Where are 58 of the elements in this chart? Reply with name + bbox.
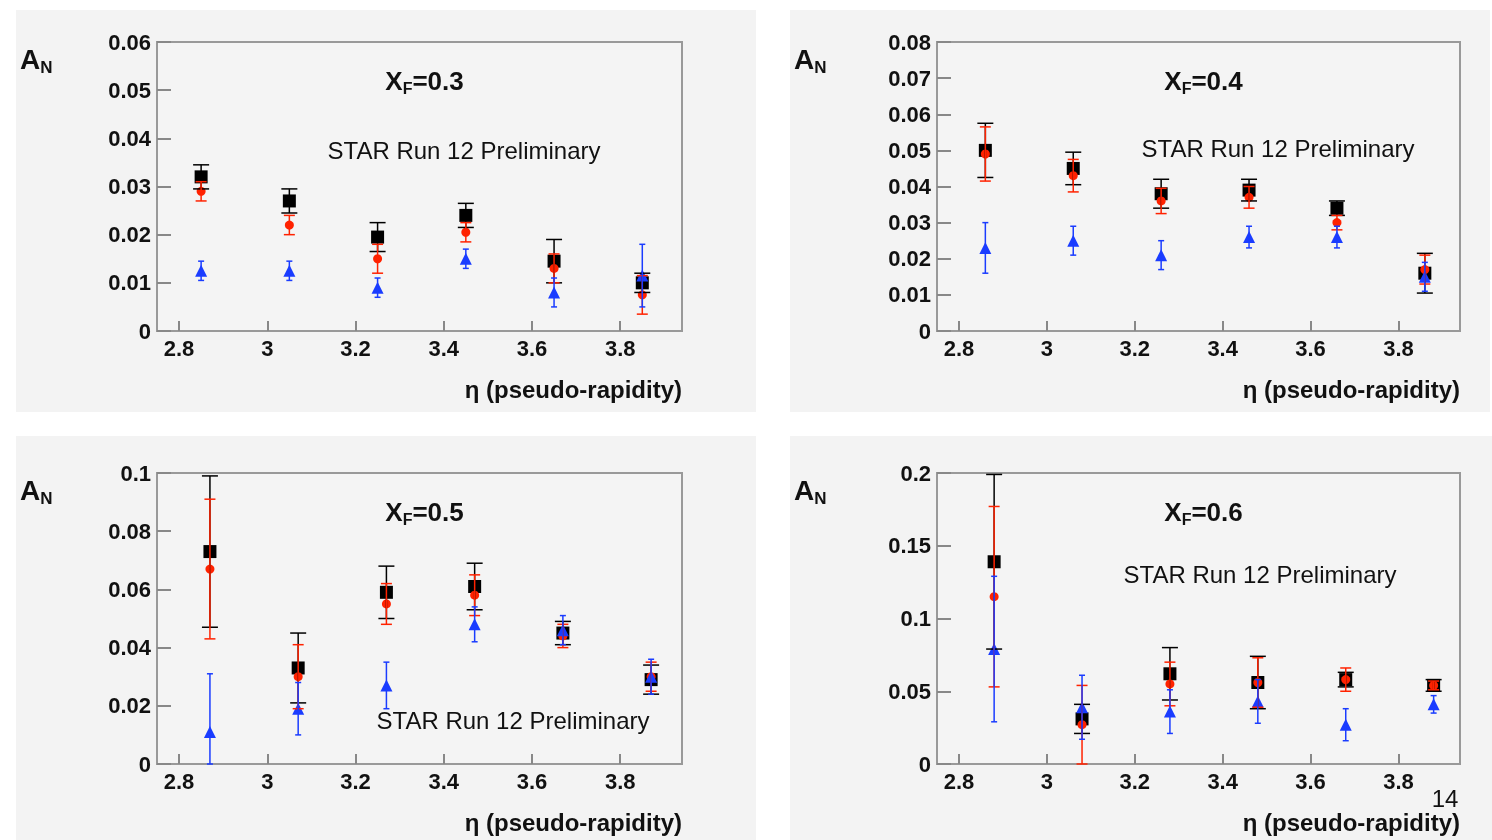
x-tick-label: 3.8: [1383, 768, 1414, 794]
x-tick-label: 3.8: [604, 335, 636, 361]
x-tick-label: 2.8: [163, 335, 195, 361]
y-tick-label: 0.05: [108, 77, 151, 103]
y-tick-label: 0.03: [108, 174, 151, 199]
x-tick-label: 3.8: [1383, 335, 1414, 361]
y-tick-label: 0: [138, 751, 151, 777]
annotation: STAR Run 12 Preliminary: [376, 706, 650, 734]
x-tick-label: 3.8: [604, 768, 636, 794]
x-axis-title: η (pseudo-rapidity): [464, 375, 682, 403]
x-tick-label: 3.4: [428, 768, 460, 794]
annotation: STAR Run 12 Preliminary: [1123, 560, 1397, 588]
x-tick-label: 3.6: [1295, 335, 1326, 361]
y-tick-label: 0: [138, 318, 151, 344]
y-tick-label: 0.06: [108, 576, 151, 602]
x-tick-label: 2.8: [163, 768, 195, 794]
y-tick-label: 0.1: [120, 460, 151, 486]
y-tick-label: 0.06: [888, 101, 931, 127]
x-tick-label: 2.8: [943, 768, 975, 794]
y-tick-label: 0.04: [108, 635, 152, 661]
y-tick-label: 0.02: [888, 246, 931, 272]
y-tick-label: 0.05: [888, 678, 931, 704]
x-tick-label: 3: [1040, 768, 1053, 794]
x-tick-label: 3.6: [516, 768, 548, 794]
y-tick-label: 0: [918, 751, 931, 777]
x-tick-label: 3.2: [340, 768, 371, 794]
y-tick-label: 0.07: [888, 65, 931, 91]
y-tick-label: 0.02: [108, 693, 151, 719]
annotation: STAR Run 12 Preliminary: [327, 136, 601, 164]
x-axis-title: η (pseudo-rapidity): [464, 808, 682, 836]
y-tick-label: 0.04: [108, 125, 152, 151]
y-tick-label: 0.01: [888, 282, 931, 308]
y-tick-label: 0.03: [888, 210, 931, 236]
x-tick-label: 3: [261, 768, 274, 794]
annotation: STAR Run 12 Preliminary: [1141, 134, 1415, 162]
x-tick-label: 3: [1040, 335, 1053, 361]
x-tick-label: 3.2: [1119, 335, 1151, 361]
x-tick-label: 3: [261, 335, 274, 361]
x-tick-label: 3.2: [1119, 768, 1151, 794]
y-tick-label: 0.04: [888, 174, 932, 199]
x-tick-label: 3.4: [1207, 768, 1239, 794]
y-tick-label: 0.2: [900, 460, 931, 486]
y-tick-label: 0.05: [888, 137, 931, 163]
x-tick-label: 3.4: [1207, 335, 1239, 361]
y-tick-label: 0.15: [888, 533, 931, 559]
x-axis-title: η (pseudo-rapidity): [1242, 375, 1460, 403]
x-tick-label: 2.8: [943, 335, 975, 361]
x-tick-label: 3.6: [1295, 768, 1326, 794]
y-tick-label: 0.01: [108, 270, 151, 296]
y-tick-label: 0.02: [108, 222, 151, 248]
y-tick-label: 0.06: [108, 29, 151, 55]
y-tick-label: 0.08: [888, 29, 931, 55]
x-tick-label: 3.6: [516, 335, 548, 361]
y-tick-label: 0: [918, 318, 931, 344]
x-tick-label: 3.2: [340, 335, 371, 361]
y-tick-label: 0.1: [900, 606, 931, 631]
x-tick-label: 3.4: [428, 335, 460, 361]
y-tick-label: 0.08: [108, 518, 151, 544]
